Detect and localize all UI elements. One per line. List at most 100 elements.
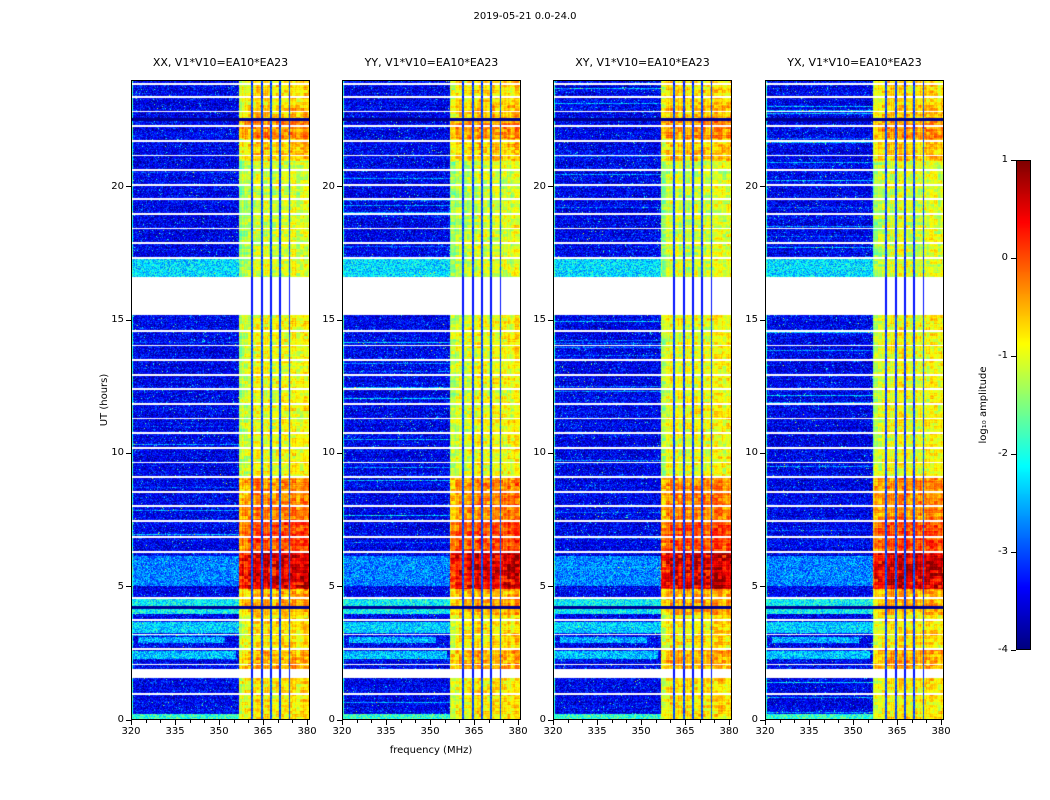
y-tick-label: 0 (117, 714, 124, 725)
colorbar-label: log₁₀ amplitude (978, 366, 989, 444)
spectrogram-canvas-yx (766, 81, 943, 719)
y-tick-label: 5 (539, 580, 546, 592)
x-minor-tick (882, 720, 884, 723)
y-tick (548, 319, 553, 321)
y-tick-label: 20 (533, 180, 546, 192)
y-tick-label: 10 (111, 447, 124, 459)
x-minor-tick (838, 720, 840, 723)
x-tick (430, 720, 432, 725)
x-minor-tick (248, 720, 250, 723)
x-minor-tick (626, 720, 628, 723)
x-tick-label: 350 (843, 726, 863, 737)
y-tick-label: 5 (751, 580, 758, 592)
x-tick-label: 335 (165, 726, 185, 737)
colorbar-tick (1011, 355, 1016, 357)
y-tick-label: 20 (322, 180, 335, 192)
x-tick (386, 720, 388, 725)
y-tick (337, 186, 342, 188)
x-tick-label: 380 (297, 726, 317, 737)
x-minor-tick (794, 720, 796, 723)
x-tick (765, 720, 766, 725)
x-tick (175, 720, 177, 725)
y-tick (548, 186, 553, 188)
y-tick (760, 586, 765, 588)
y-tick-label: 10 (322, 447, 335, 459)
x-minor-tick (926, 720, 928, 723)
figure-title: 2019-05-21 0.0-24.0 (473, 11, 577, 22)
x-tick (474, 720, 476, 725)
x-tick-label: 335 (587, 726, 607, 737)
colorbar (1016, 160, 1031, 650)
colorbar-tick (1011, 257, 1016, 259)
x-tick-label: 335 (376, 726, 396, 737)
colorbar-tick-label: 1 (1001, 154, 1008, 165)
y-tick-label: 15 (111, 314, 124, 325)
colorbar-tick-label: -2 (998, 448, 1008, 459)
x-minor-tick (911, 720, 913, 723)
x-minor-tick (567, 720, 569, 723)
x-minor-tick (699, 720, 701, 723)
y-tick (337, 719, 342, 721)
y-tick (760, 186, 765, 188)
colorbar-gradient (1017, 161, 1030, 649)
x-minor-tick (459, 720, 461, 723)
spectrogram-panel-yy (342, 80, 521, 720)
x-minor-tick (356, 720, 358, 723)
x-minor-tick (714, 720, 716, 723)
x-tick-label: 380 (931, 726, 951, 737)
x-tick (131, 720, 132, 725)
y-tick-label: 20 (111, 180, 124, 192)
x-minor-tick (582, 720, 584, 723)
x-minor-tick (292, 720, 294, 723)
colorbar-tick-label: -1 (998, 350, 1008, 361)
x-tick (342, 720, 343, 725)
x-tick-label: 335 (799, 726, 819, 737)
x-tick (685, 720, 687, 725)
x-tick-label: 320 (121, 726, 141, 737)
x-tick-label: 320 (755, 726, 775, 737)
x-minor-tick (145, 720, 147, 723)
x-tick (518, 720, 520, 725)
x-minor-tick (670, 720, 672, 723)
x-minor-tick (189, 720, 191, 723)
x-minor-tick (204, 720, 206, 723)
y-tick (760, 719, 765, 721)
x-minor-tick (444, 720, 446, 723)
x-tick-label: 365 (675, 726, 695, 737)
x-tick-label: 350 (631, 726, 651, 737)
x-tick (941, 720, 943, 725)
y-tick (126, 319, 131, 321)
spectrogram-panel-xx (131, 80, 310, 720)
spectrogram-canvas-xx (132, 81, 309, 719)
y-tick-label: 0 (539, 714, 546, 725)
y-tick (760, 452, 765, 454)
y-tick-label: 15 (322, 314, 335, 325)
x-minor-tick (277, 720, 279, 723)
x-minor-tick (779, 720, 781, 723)
x-tick (263, 720, 265, 725)
x-minor-tick (867, 720, 869, 723)
y-tick (548, 586, 553, 588)
y-tick (126, 452, 131, 454)
colorbar-tick (1011, 159, 1016, 161)
y-tick-label: 20 (745, 180, 758, 192)
x-minor-tick (823, 720, 825, 723)
y-tick (126, 586, 131, 588)
x-minor-tick (611, 720, 613, 723)
x-minor-tick (371, 720, 373, 723)
y-tick (548, 452, 553, 454)
panel-title-yx: YX, V1*V10=EA10*EA23 (787, 56, 922, 69)
x-tick-label: 365 (887, 726, 907, 737)
x-tick-label: 350 (420, 726, 440, 737)
panel-title-xx: XX, V1*V10=EA10*EA23 (152, 56, 289, 69)
x-minor-tick (655, 720, 657, 723)
y-tick (337, 586, 342, 588)
y-tick-label: 10 (533, 447, 546, 459)
x-tick (307, 720, 309, 725)
x-minor-tick (415, 720, 417, 723)
spectrogram-canvas-xy (554, 81, 731, 719)
y-tick (337, 452, 342, 454)
colorbar-tick-label: -4 (998, 644, 1008, 655)
x-minor-tick (160, 720, 162, 723)
panel-title-yy: YY, V1*V10=EA10*EA23 (364, 56, 499, 69)
